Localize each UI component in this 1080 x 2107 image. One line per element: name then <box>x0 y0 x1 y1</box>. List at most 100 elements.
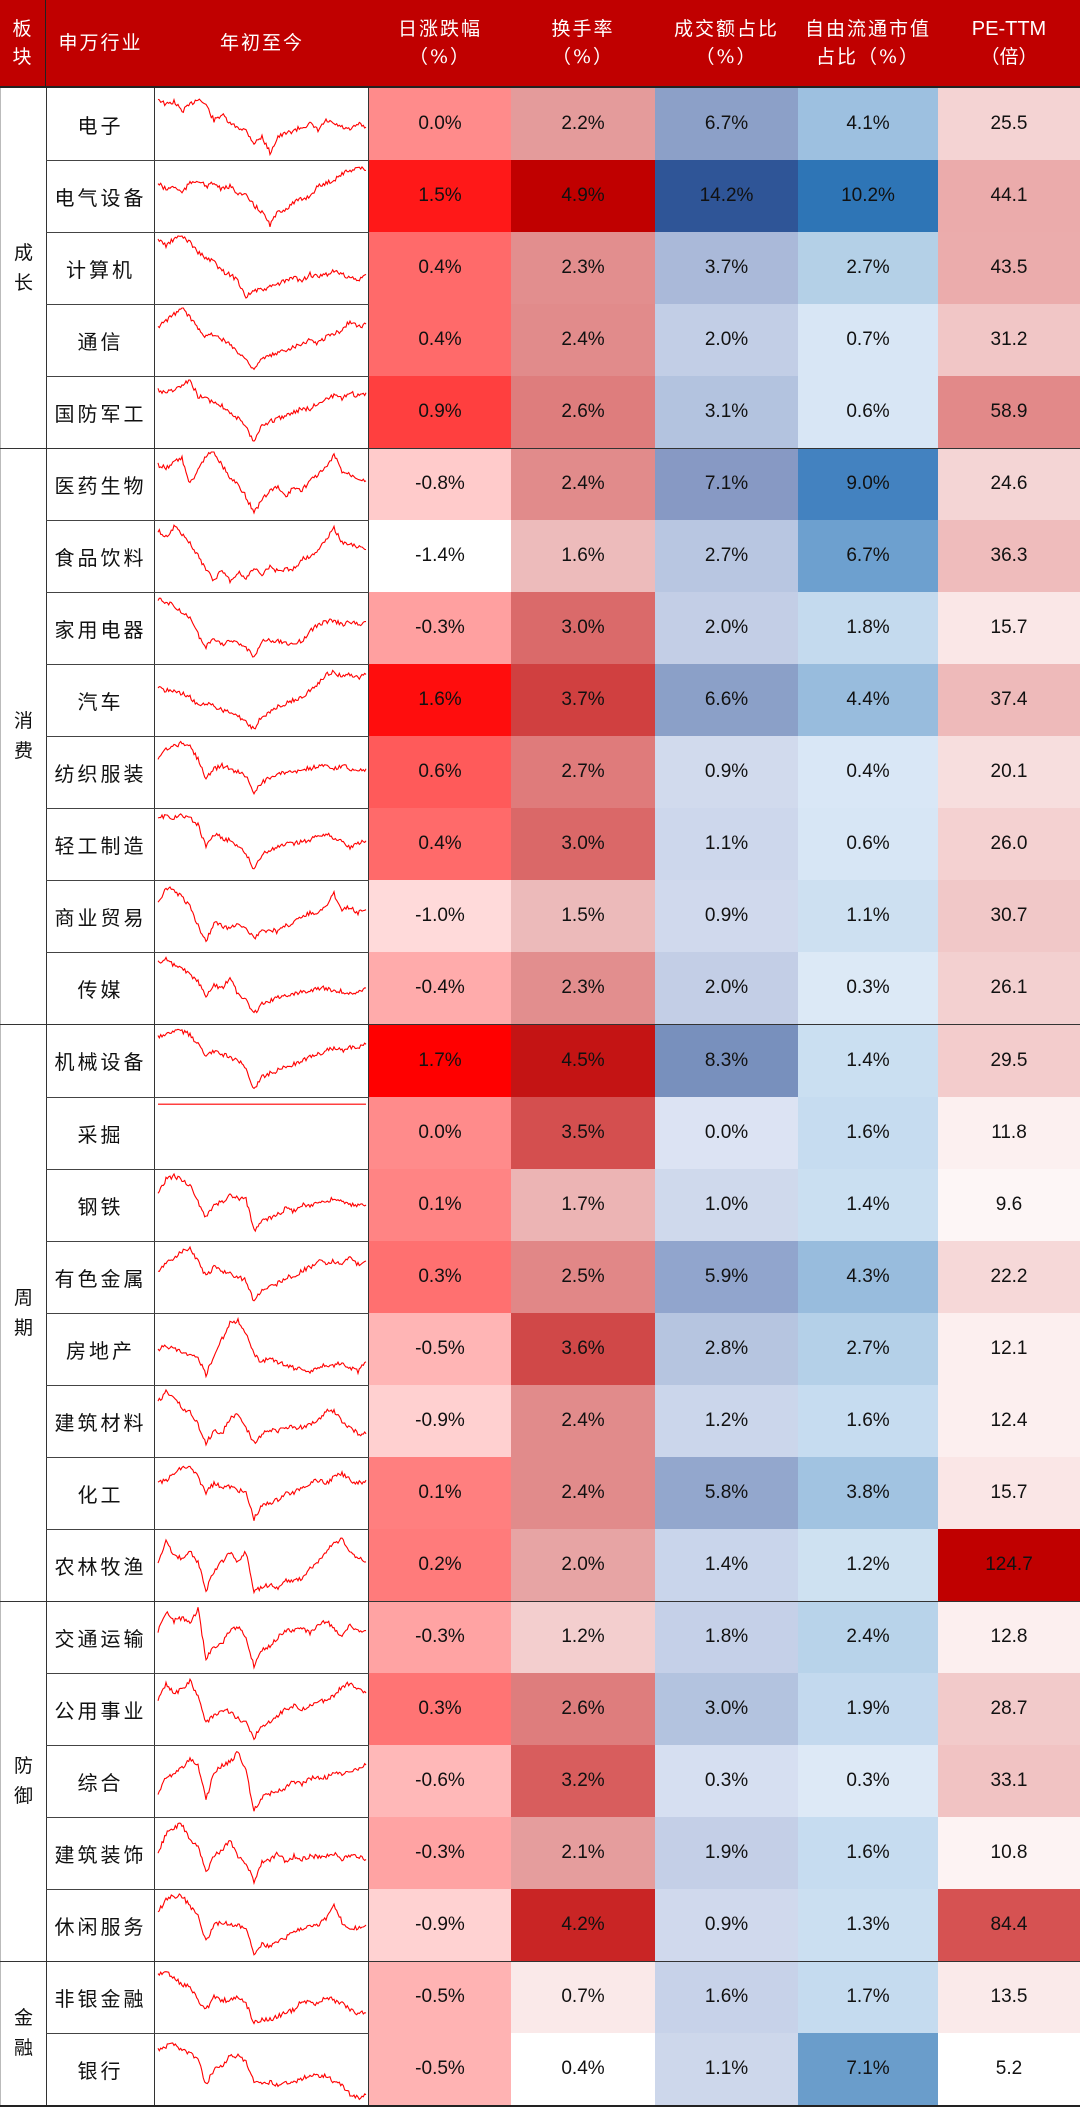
sparkline-icon <box>158 1103 366 1105</box>
industry-name: 计算机 <box>46 232 155 304</box>
volume-share-cell: 1.4% <box>655 1529 798 1601</box>
table-row: 通信 0.4% 2.4% 2.0% 0.7% 31.2 <box>46 304 1080 376</box>
daily-change-cell: -0.5% <box>369 1961 511 2033</box>
pe-ttm-cell: 44.1 <box>938 160 1080 232</box>
ytd-sparkline <box>155 1961 369 2033</box>
sector-label: 成长 <box>0 88 46 448</box>
header-divider <box>45 0 46 88</box>
pe-ttm-cell: 33.1 <box>938 1745 1080 1817</box>
float-cap-share-cell: 0.3% <box>798 952 938 1024</box>
pe-ttm-cell: 26.0 <box>938 808 1080 880</box>
row-divider <box>46 808 369 809</box>
daily-change-cell: -0.8% <box>369 448 511 520</box>
float-cap-share-cell: 4.1% <box>798 88 938 160</box>
pe-ttm-cell: 12.8 <box>938 1601 1080 1673</box>
volume-share-cell: 14.2% <box>655 160 798 232</box>
sparkline-icon <box>157 307 367 371</box>
turnover-cell: 2.6% <box>511 376 655 448</box>
table-row: 有色金属 0.3% 2.5% 5.9% 4.3% 22.2 <box>46 1241 1080 1313</box>
float-cap-share-cell: 1.4% <box>798 1169 938 1241</box>
ytd-sparkline <box>155 520 369 592</box>
pe-ttm-cell: 24.6 <box>938 448 1080 520</box>
ytd-sparkline <box>155 1889 369 1961</box>
sparkline-icon <box>157 813 367 870</box>
float-cap-share-cell: 1.9% <box>798 1673 938 1745</box>
industry-name: 钢铁 <box>46 1169 155 1241</box>
pe-ttm-cell: 37.4 <box>938 664 1080 736</box>
row-divider <box>46 1745 369 1746</box>
sector-divider <box>0 1601 1080 1602</box>
pe-ttm-cell: 31.2 <box>938 304 1080 376</box>
sparkline-icon <box>157 1893 367 1956</box>
row-divider <box>46 1673 369 1674</box>
row-divider <box>46 736 369 737</box>
turnover-cell: 1.5% <box>511 880 655 952</box>
daily-change-cell: 1.5% <box>369 160 511 232</box>
ytd-sparkline <box>155 664 369 736</box>
ytd-sparkline <box>155 448 369 520</box>
turnover-cell: 2.4% <box>511 304 655 376</box>
row-divider <box>46 2033 369 2034</box>
float-cap-share-cell: 4.3% <box>798 1241 938 1313</box>
turnover-cell: 3.5% <box>511 1097 655 1169</box>
daily-change-cell: 0.0% <box>369 88 511 160</box>
float-cap-share-cell: 1.4% <box>798 1024 938 1097</box>
table-row: 建筑材料 -0.9% 2.4% 1.2% 1.6% 12.4 <box>46 1385 1080 1457</box>
volume-share-cell: 5.9% <box>655 1241 798 1313</box>
industry-name: 纺织服装 <box>46 736 155 808</box>
row-divider <box>46 1385 369 1386</box>
daily-change-cell: -0.3% <box>369 592 511 664</box>
ytd-sparkline <box>155 232 369 304</box>
volume-share-cell: 1.8% <box>655 1601 798 1673</box>
daily-change-cell: -0.6% <box>369 1745 511 1817</box>
ytd-sparkline <box>155 1241 369 1313</box>
sparkline-icon <box>157 1537 367 1595</box>
turnover-cell: 2.4% <box>511 1385 655 1457</box>
row-divider <box>46 232 369 233</box>
turnover-cell: 4.5% <box>511 1024 655 1097</box>
float-cap-share-cell: 2.7% <box>798 232 938 304</box>
sparkline-icon <box>157 669 367 730</box>
industry-name: 建筑材料 <box>46 1385 155 1457</box>
row-divider <box>46 1241 369 1242</box>
pe-ttm-cell: 11.8 <box>938 1097 1080 1169</box>
float-cap-share-cell: 1.3% <box>798 1889 938 1961</box>
daily-change-cell: 0.2% <box>369 1529 511 1601</box>
daily-change-cell: 0.4% <box>369 304 511 376</box>
row-divider <box>46 880 369 881</box>
turnover-cell: 1.6% <box>511 520 655 592</box>
table-row: 电子 0.0% 2.2% 6.7% 4.1% 25.5 <box>46 88 1080 160</box>
sector-label: 消费 <box>0 448 46 1024</box>
float-cap-share-cell: 1.6% <box>798 1385 938 1457</box>
pe-ttm-cell: 25.5 <box>938 88 1080 160</box>
pe-ttm-cell: 13.5 <box>938 1961 1080 2033</box>
float-cap-share-cell: 7.1% <box>798 2033 938 2105</box>
industry-name: 有色金属 <box>46 1241 155 1313</box>
daily-change-cell: -0.9% <box>369 1889 511 1961</box>
turnover-cell: 4.2% <box>511 1889 655 1961</box>
float-cap-share-cell: 10.2% <box>798 160 938 232</box>
row-divider <box>46 1097 369 1098</box>
table-row: 家用电器 -0.3% 3.0% 2.0% 1.8% 15.7 <box>46 592 1080 664</box>
table-row: 房地产 -0.5% 3.6% 2.8% 2.7% 12.1 <box>46 1313 1080 1385</box>
float-cap-share-cell: 1.6% <box>798 1097 938 1169</box>
industry-name: 通信 <box>46 304 155 376</box>
ytd-sparkline <box>155 1673 369 1745</box>
float-cap-share-cell: 0.7% <box>798 304 938 376</box>
ytd-sparkline <box>155 1529 369 1601</box>
turnover-cell: 0.4% <box>511 2033 655 2105</box>
ytd-sparkline <box>155 160 369 232</box>
float-cap-share-cell: 1.1% <box>798 880 938 952</box>
ytd-sparkline <box>155 880 369 952</box>
volume-share-cell: 1.9% <box>655 1817 798 1889</box>
table-bottom-border <box>0 2105 1080 2107</box>
sparkline-icon <box>157 1316 367 1379</box>
industry-name: 农林牧渔 <box>46 1529 155 1601</box>
row-divider <box>46 520 369 521</box>
industry-name: 非银金融 <box>46 1961 155 2033</box>
float-cap-share-cell: 4.4% <box>798 664 938 736</box>
float-cap-share-cell: 1.6% <box>798 1817 938 1889</box>
table-row: 非银金融 -0.5% 0.7% 1.6% 1.7% 13.5 <box>46 1961 1080 2033</box>
header-daily-change: 日涨跌幅 （%） <box>397 18 482 68</box>
